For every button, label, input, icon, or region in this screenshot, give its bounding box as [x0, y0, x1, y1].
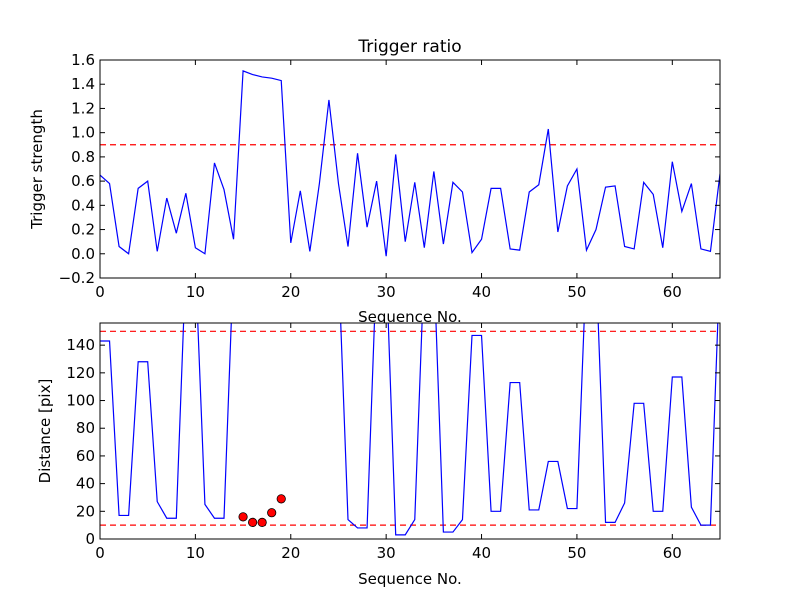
plot-area: [100, 60, 720, 278]
y-tick-label: −0.2: [59, 269, 95, 287]
y-axis-label: Distance [pix]: [36, 379, 54, 484]
y-tick-label: 20: [76, 502, 95, 520]
y-tick-label: 80: [76, 419, 95, 437]
x-axis-label: Sequence No.: [358, 570, 462, 588]
plot-area: [100, 323, 720, 539]
x-tick-label: 20: [281, 544, 300, 562]
axes-frame: [99, 322, 721, 540]
x-tick-label: 30: [377, 544, 396, 562]
series-group: [100, 70, 720, 257]
y-tick-label: 0.4: [71, 196, 95, 214]
data-point-marker: [248, 517, 258, 527]
series-line: [100, 323, 719, 536]
x-axis-label: Sequence No.: [358, 308, 462, 326]
x-axis-ticks: 0 10 20 30 40 50 60: [95, 60, 682, 301]
y-tick-label: 100: [66, 392, 95, 410]
y-tick-label: 1.0: [71, 124, 95, 142]
x-tick-label: 40: [472, 544, 491, 562]
data-point-marker: [238, 512, 248, 522]
y-tick-label: 60: [76, 447, 95, 465]
x-tick-label: 60: [663, 544, 682, 562]
distance-panel: 0 10 20 30 40 50 60 0 20 40 60 80 100 120 140 Sequenc…: [36, 322, 721, 588]
x-tick-label: 30: [377, 283, 396, 301]
series-line: [100, 70, 720, 257]
y-tick-label: 0.0: [71, 245, 95, 263]
y-axis-ticks: 0 20 40 60 80 100 120 140: [66, 336, 720, 548]
y-tick-label: 40: [76, 475, 95, 493]
y-tick-label: 0.6: [71, 172, 95, 190]
y-tick-label: 1.2: [71, 99, 95, 117]
x-tick-label: 10: [186, 544, 205, 562]
x-tick-label: 20: [281, 283, 300, 301]
trigger-ratio-panel: Trigger ratio 0 10 20 30 40 50 60 −0.2 0.0 0.2 0.…: [28, 37, 721, 326]
y-tick-label: 1.4: [71, 75, 95, 93]
x-tick-label: 50: [567, 544, 586, 562]
y-tick-label: 0.8: [71, 148, 95, 166]
x-tick-label: 50: [567, 283, 586, 301]
y-tick-label: 1.6: [71, 51, 95, 69]
x-tick-label: 10: [186, 283, 205, 301]
data-point-marker: [267, 508, 277, 518]
data-point-marker: [276, 494, 286, 504]
x-tick-label: 0: [95, 283, 105, 301]
x-tick-label: 60: [663, 283, 682, 301]
y-tick-label: 0.2: [71, 221, 95, 239]
chart-title: Trigger ratio: [357, 37, 461, 57]
x-tick-label: 0: [95, 544, 105, 562]
axes-frame: [99, 59, 721, 279]
y-axis-label: Trigger strength: [28, 109, 46, 230]
y-axis-ticks: −0.2 0.0 0.2 0.4 0.6 0.8 1.0 1.2 1.4 1.6: [59, 51, 720, 287]
threshold-lines: [100, 330, 720, 526]
data-point-marker: [257, 517, 267, 527]
x-axis-ticks: 0 10 20 30 40 50 60: [95, 323, 682, 562]
series-group: [100, 323, 719, 536]
y-tick-label: 0: [85, 530, 95, 548]
y-tick-label: 140: [66, 336, 95, 354]
x-tick-label: 40: [472, 283, 491, 301]
y-tick-label: 120: [66, 364, 95, 382]
marker-group: [238, 494, 286, 527]
